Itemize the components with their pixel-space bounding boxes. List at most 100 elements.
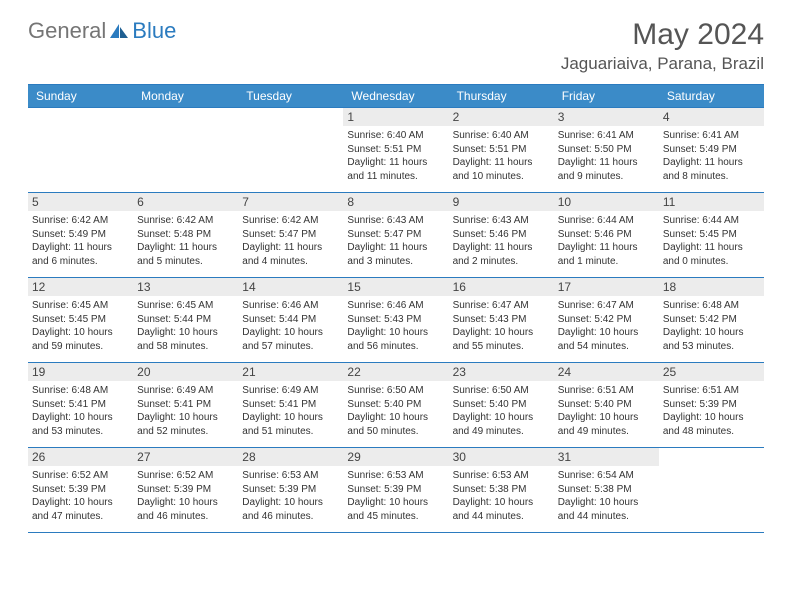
- day-number: [133, 108, 238, 112]
- day-cell: 17Sunrise: 6:47 AMSunset: 5:42 PMDayligh…: [554, 278, 659, 362]
- day-cell: 5Sunrise: 6:42 AMSunset: 5:49 PMDaylight…: [28, 193, 133, 277]
- day-number: 9: [449, 193, 554, 211]
- day-line: Daylight: 10 hours: [242, 411, 339, 425]
- day-line: and 48 minutes.: [663, 425, 760, 439]
- day-line: Sunset: 5:49 PM: [663, 143, 760, 157]
- weeks-container: 1Sunrise: 6:40 AMSunset: 5:51 PMDaylight…: [28, 107, 764, 532]
- day-number: 26: [28, 448, 133, 466]
- day-line: Sunset: 5:40 PM: [347, 398, 444, 412]
- day-line: Daylight: 10 hours: [347, 496, 444, 510]
- day-line: Sunset: 5:43 PM: [453, 313, 550, 327]
- day-content: Sunrise: 6:53 AMSunset: 5:38 PMDaylight:…: [453, 469, 550, 523]
- day-number: 6: [133, 193, 238, 211]
- day-number: 25: [659, 363, 764, 381]
- day-content: Sunrise: 6:40 AMSunset: 5:51 PMDaylight:…: [453, 129, 550, 183]
- day-line: and 6 minutes.: [32, 255, 129, 269]
- day-line: Sunrise: 6:50 AM: [347, 384, 444, 398]
- day-line: and 10 minutes.: [453, 170, 550, 184]
- day-content: Sunrise: 6:50 AMSunset: 5:40 PMDaylight:…: [347, 384, 444, 438]
- day-cell: 8Sunrise: 6:43 AMSunset: 5:47 PMDaylight…: [343, 193, 448, 277]
- day-line: Daylight: 10 hours: [558, 411, 655, 425]
- day-line: Sunrise: 6:53 AM: [453, 469, 550, 483]
- logo-sail-icon: [108, 22, 130, 40]
- day-line: Sunrise: 6:46 AM: [347, 299, 444, 313]
- day-line: Daylight: 11 hours: [453, 156, 550, 170]
- day-cell: 12Sunrise: 6:45 AMSunset: 5:45 PMDayligh…: [28, 278, 133, 362]
- dow-friday: Friday: [554, 85, 659, 107]
- day-line: Sunset: 5:46 PM: [453, 228, 550, 242]
- day-line: Sunrise: 6:41 AM: [663, 129, 760, 143]
- day-content: Sunrise: 6:49 AMSunset: 5:41 PMDaylight:…: [242, 384, 339, 438]
- day-line: and 53 minutes.: [663, 340, 760, 354]
- day-cell: [28, 108, 133, 192]
- month-title: May 2024: [561, 18, 764, 52]
- day-line: Sunrise: 6:43 AM: [453, 214, 550, 228]
- day-line: Sunset: 5:39 PM: [32, 483, 129, 497]
- day-line: Daylight: 10 hours: [347, 326, 444, 340]
- day-number: 7: [238, 193, 343, 211]
- day-content: Sunrise: 6:48 AMSunset: 5:42 PMDaylight:…: [663, 299, 760, 353]
- day-line: and 11 minutes.: [347, 170, 444, 184]
- day-line: Daylight: 10 hours: [137, 326, 234, 340]
- day-cell: 2Sunrise: 6:40 AMSunset: 5:51 PMDaylight…: [449, 108, 554, 192]
- dow-monday: Monday: [133, 85, 238, 107]
- day-number: 28: [238, 448, 343, 466]
- day-line: Daylight: 10 hours: [558, 496, 655, 510]
- day-line: Daylight: 11 hours: [347, 241, 444, 255]
- week-row: 12Sunrise: 6:45 AMSunset: 5:45 PMDayligh…: [28, 277, 764, 362]
- day-cell: 24Sunrise: 6:51 AMSunset: 5:40 PMDayligh…: [554, 363, 659, 447]
- day-line: Daylight: 10 hours: [137, 411, 234, 425]
- day-cell: 22Sunrise: 6:50 AMSunset: 5:40 PMDayligh…: [343, 363, 448, 447]
- dow-wednesday: Wednesday: [343, 85, 448, 107]
- day-line: Sunset: 5:49 PM: [32, 228, 129, 242]
- day-content: Sunrise: 6:42 AMSunset: 5:48 PMDaylight:…: [137, 214, 234, 268]
- day-line: Daylight: 11 hours: [32, 241, 129, 255]
- day-line: and 46 minutes.: [242, 510, 339, 524]
- day-content: Sunrise: 6:40 AMSunset: 5:51 PMDaylight:…: [347, 129, 444, 183]
- day-line: Sunrise: 6:48 AM: [663, 299, 760, 313]
- logo: General Blue: [28, 18, 176, 44]
- location-text: Jaguariaiva, Parana, Brazil: [561, 54, 764, 74]
- day-line: Sunrise: 6:46 AM: [242, 299, 339, 313]
- day-line: Sunset: 5:50 PM: [558, 143, 655, 157]
- day-cell: [659, 448, 764, 532]
- day-line: Sunrise: 6:52 AM: [32, 469, 129, 483]
- day-cell: 7Sunrise: 6:42 AMSunset: 5:47 PMDaylight…: [238, 193, 343, 277]
- day-line: Daylight: 10 hours: [242, 326, 339, 340]
- day-content: Sunrise: 6:52 AMSunset: 5:39 PMDaylight:…: [32, 469, 129, 523]
- day-cell: 15Sunrise: 6:46 AMSunset: 5:43 PMDayligh…: [343, 278, 448, 362]
- day-content: Sunrise: 6:53 AMSunset: 5:39 PMDaylight:…: [347, 469, 444, 523]
- day-content: Sunrise: 6:54 AMSunset: 5:38 PMDaylight:…: [558, 469, 655, 523]
- day-line: Sunset: 5:45 PM: [32, 313, 129, 327]
- day-content: Sunrise: 6:44 AMSunset: 5:46 PMDaylight:…: [558, 214, 655, 268]
- day-line: Sunrise: 6:54 AM: [558, 469, 655, 483]
- day-line: Sunset: 5:46 PM: [558, 228, 655, 242]
- day-number: [238, 108, 343, 112]
- day-line: and 52 minutes.: [137, 425, 234, 439]
- day-line: Sunset: 5:41 PM: [137, 398, 234, 412]
- day-line: Sunrise: 6:42 AM: [32, 214, 129, 228]
- day-number: 20: [133, 363, 238, 381]
- day-line: Sunset: 5:39 PM: [347, 483, 444, 497]
- day-line: Sunset: 5:44 PM: [137, 313, 234, 327]
- day-line: and 55 minutes.: [453, 340, 550, 354]
- day-line: Sunrise: 6:44 AM: [558, 214, 655, 228]
- day-line: Daylight: 10 hours: [663, 326, 760, 340]
- calendar: Sunday Monday Tuesday Wednesday Thursday…: [28, 84, 764, 532]
- day-line: Daylight: 10 hours: [32, 411, 129, 425]
- day-line: and 3 minutes.: [347, 255, 444, 269]
- day-line: Sunrise: 6:48 AM: [32, 384, 129, 398]
- week-row: 5Sunrise: 6:42 AMSunset: 5:49 PMDaylight…: [28, 192, 764, 277]
- day-line: and 45 minutes.: [347, 510, 444, 524]
- day-line: Sunrise: 6:53 AM: [242, 469, 339, 483]
- day-cell: [133, 108, 238, 192]
- day-line: Sunset: 5:40 PM: [558, 398, 655, 412]
- day-line: Sunrise: 6:49 AM: [242, 384, 339, 398]
- day-line: Sunset: 5:51 PM: [453, 143, 550, 157]
- day-line: and 58 minutes.: [137, 340, 234, 354]
- day-number: 8: [343, 193, 448, 211]
- day-line: Sunset: 5:42 PM: [663, 313, 760, 327]
- day-line: Sunrise: 6:45 AM: [137, 299, 234, 313]
- day-content: Sunrise: 6:47 AMSunset: 5:43 PMDaylight:…: [453, 299, 550, 353]
- day-line: Sunset: 5:40 PM: [453, 398, 550, 412]
